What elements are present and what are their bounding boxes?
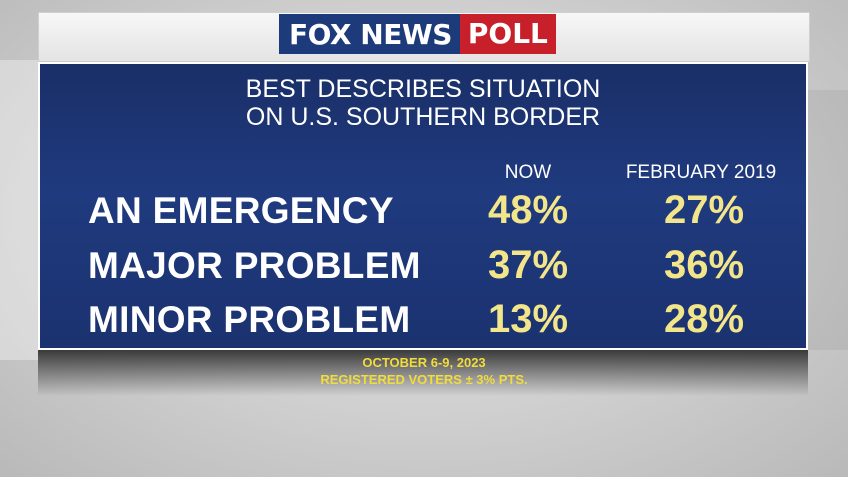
footer-sample: REGISTERED VOTERS ± 3% PTS.: [320, 372, 528, 387]
row-label-emergency: AN EMERGENCY: [88, 190, 394, 231]
chart-subtitle: ON U.S. SOUTHERN BORDER: [245, 103, 601, 131]
column-header-feb-2019: FEBRUARY 2019: [625, 162, 777, 183]
poll-panel: BEST DESCRIBES SITUATION ON U.S. SOUTHER…: [38, 62, 808, 350]
logo-fox-news: FOX NEWS: [279, 14, 460, 54]
value-major-problem-feb-2019: 36%: [663, 243, 745, 287]
logo-poll: POLL: [459, 14, 556, 54]
column-header-now: NOW: [504, 162, 552, 183]
value-minor-problem-now: 13%: [487, 297, 569, 341]
row-label-minor-problem: MINOR PROBLEM: [88, 299, 411, 340]
footer-band: [38, 350, 808, 396]
value-major-problem-now: 37%: [487, 243, 569, 287]
value-emergency-feb-2019: 27%: [663, 188, 745, 232]
footer-dates: OCTOBER 6-9, 2023: [362, 355, 486, 370]
background-panel: [808, 90, 848, 350]
background-panel: [0, 60, 40, 360]
fox-news-poll-logo: FOX NEWS POLL: [279, 14, 556, 54]
value-emergency-now: 48%: [487, 188, 569, 232]
chart-title: BEST DESCRIBES SITUATION: [245, 75, 601, 103]
value-minor-problem-feb-2019: 28%: [663, 297, 745, 341]
row-label-major-problem: MAJOR PROBLEM: [88, 245, 421, 286]
